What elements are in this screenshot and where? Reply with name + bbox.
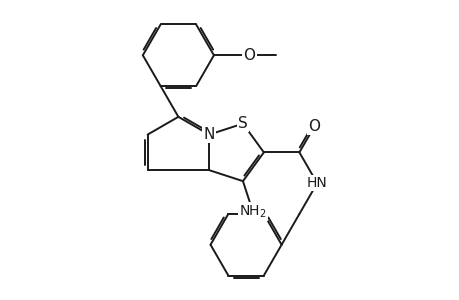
Text: S: S	[238, 116, 247, 131]
Text: O: O	[308, 119, 320, 134]
Text: HN: HN	[306, 176, 327, 190]
Text: N: N	[203, 127, 214, 142]
Text: O: O	[243, 48, 255, 63]
Text: NH$_2$: NH$_2$	[239, 203, 266, 220]
